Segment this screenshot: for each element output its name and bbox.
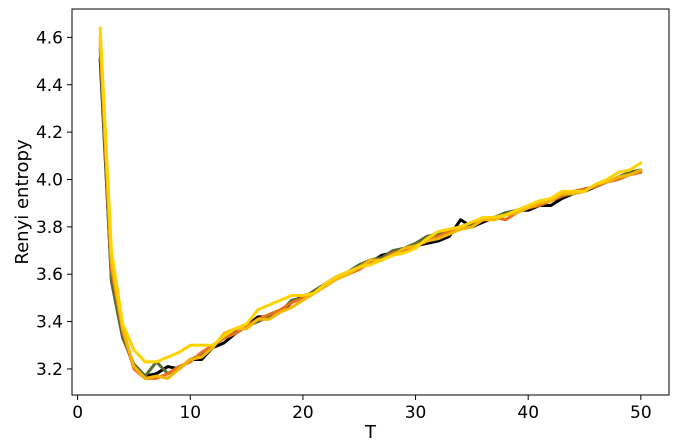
x-tick-label: 30 [405, 403, 427, 423]
y-tick-label: 4.2 [36, 123, 63, 143]
y-tick-label: 4.0 [36, 171, 63, 191]
series-line-5 [98, 26, 643, 364]
x-axis-ticks: 0 10 20 30 40 50 [72, 395, 652, 423]
y-axis-ticks: 3.2 3.4 3.6 3.8 4.0 4.2 4.4 4.6 [36, 28, 72, 380]
series-line-4 [98, 35, 643, 380]
y-tick-label: 4.4 [36, 76, 63, 96]
y-tick-label: 3.8 [36, 218, 63, 238]
x-tick-label: 20 [292, 403, 314, 423]
y-tick-label: 3.4 [36, 313, 63, 333]
series-line-3 [98, 40, 643, 380]
y-tick-label: 3.2 [36, 360, 63, 380]
x-tick-label: 50 [630, 403, 652, 423]
plot-frame [71, 8, 670, 396]
y-tick-label: 3.6 [36, 265, 63, 285]
y-tick-label: 4.6 [36, 28, 63, 48]
x-axis-label: T [364, 422, 377, 443]
series-line-1 [98, 57, 643, 378]
x-tick-label: 10 [179, 403, 201, 423]
x-tick-label: 40 [517, 403, 539, 423]
series-layer [98, 26, 643, 380]
series-line-2 [98, 47, 643, 378]
y-axis-label: Renyi entropy [12, 139, 33, 265]
x-tick-label: 0 [72, 403, 83, 423]
